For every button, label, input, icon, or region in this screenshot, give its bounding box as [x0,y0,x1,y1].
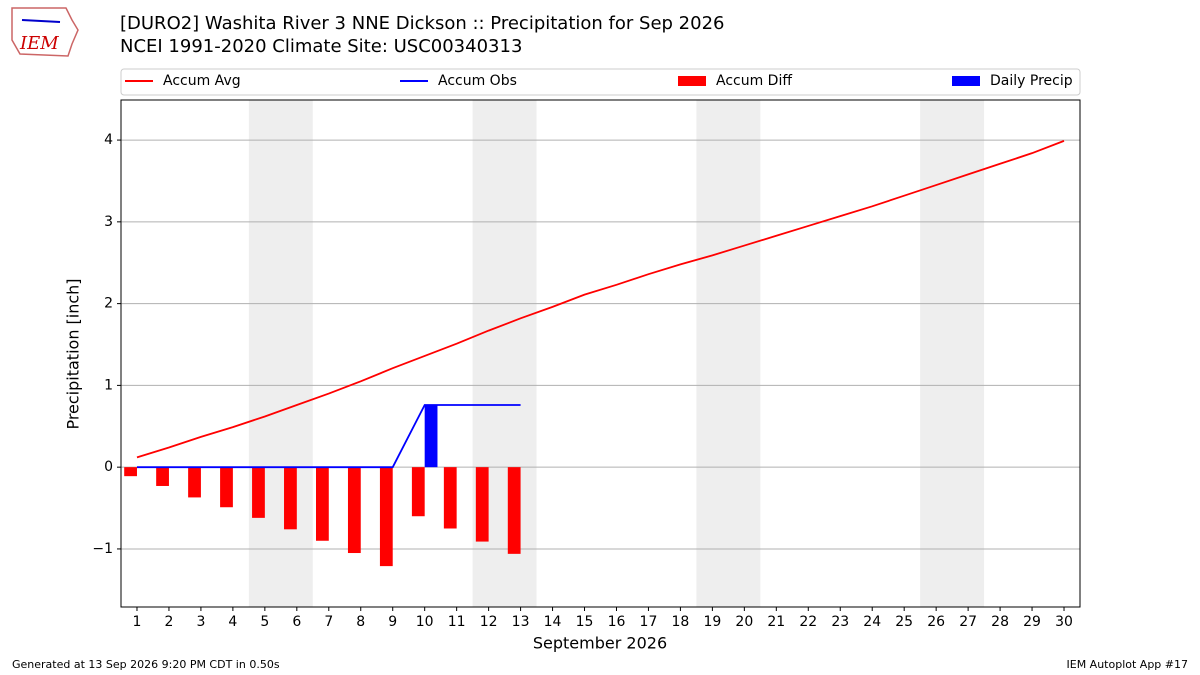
weekend-shade [696,100,761,607]
y-tick-label: 2 [104,296,113,312]
footer-right: IEM Autoplot App #17 [1067,658,1189,671]
x-tick-label: 23 [831,614,849,630]
x-tick-label: 28 [991,614,1009,630]
x-tick-label: 20 [735,614,753,630]
logo: IEM [11,7,79,57]
x-tick-label: 15 [576,614,594,630]
bar [188,467,201,498]
series-line [136,140,1065,459]
legend-label: Daily Precip [990,73,1073,89]
x-tick-label: 22 [799,614,817,630]
bar [124,467,137,477]
x-tick-label: 30 [1055,614,1073,630]
y-tick-label: 4 [104,132,113,148]
legend-label: Accum Obs [438,73,517,89]
x-tick-label: 13 [512,614,530,630]
x-tick-label: 10 [416,614,434,630]
x-tick-label: 21 [767,614,785,630]
logo-outline [11,7,79,57]
x-tick-label: 27 [959,614,977,630]
x-tick-label: 1 [133,614,142,630]
weekend-shade [920,100,985,607]
bar [411,467,425,517]
x-tick-label: 6 [292,614,301,630]
legend-swatch [678,76,706,86]
y-tick-label: 3 [104,214,113,230]
bar [507,467,521,554]
x-tick-label: 2 [164,614,173,630]
series-line [136,404,521,469]
y-tick-label: 1 [104,377,113,393]
chart-title: [DURO2] Washita River 3 NNE Dickson :: P… [120,13,724,34]
bar [220,467,233,508]
plot-frame [120,99,1081,608]
x-tick-label: 19 [703,614,721,630]
bar [156,467,169,486]
x-tick-label: 7 [324,614,333,630]
legend-label: Accum Diff [716,73,792,89]
x-tick-label: 5 [260,614,269,630]
y-tick-label: −1 [92,541,113,557]
x-tick-label: 25 [895,614,913,630]
footer-left: Generated at 13 Sep 2026 9:20 PM CDT in … [12,658,280,671]
bar [475,467,489,542]
bar [379,467,393,567]
x-tick-label: 18 [672,614,690,630]
x-tick-label: 11 [448,614,466,630]
weekend-shade [248,100,313,607]
legend-label: Accum Avg [163,73,241,89]
x-tick-label: 8 [356,614,365,630]
x-axis-label: September 2026 [533,634,667,653]
chart-subtitle: NCEI 1991-2020 Climate Site: USC00340313 [120,36,522,57]
x-tick-label: 14 [544,614,562,630]
legend-swatch [952,76,980,86]
x-tick-label: 4 [228,614,237,630]
bar [284,467,297,530]
x-tick-label: 16 [608,614,626,630]
bar [315,467,329,541]
x-tick-label: 3 [196,614,205,630]
bar [252,467,265,518]
x-tick-label: 17 [640,614,658,630]
legend-box [120,68,1081,96]
y-tick-label: 0 [104,459,113,475]
x-tick-label: 12 [480,614,498,630]
y-axis-label: Precipitation [inch] [64,278,83,429]
logo-line [21,19,61,23]
bar [443,467,457,529]
x-tick-label: 29 [1023,614,1041,630]
bar [424,405,438,468]
x-tick-label: 24 [863,614,881,630]
x-tick-label: 26 [927,614,945,630]
bar [347,467,361,554]
logo-text: IEM [19,33,59,54]
x-tick-label: 9 [388,614,397,630]
